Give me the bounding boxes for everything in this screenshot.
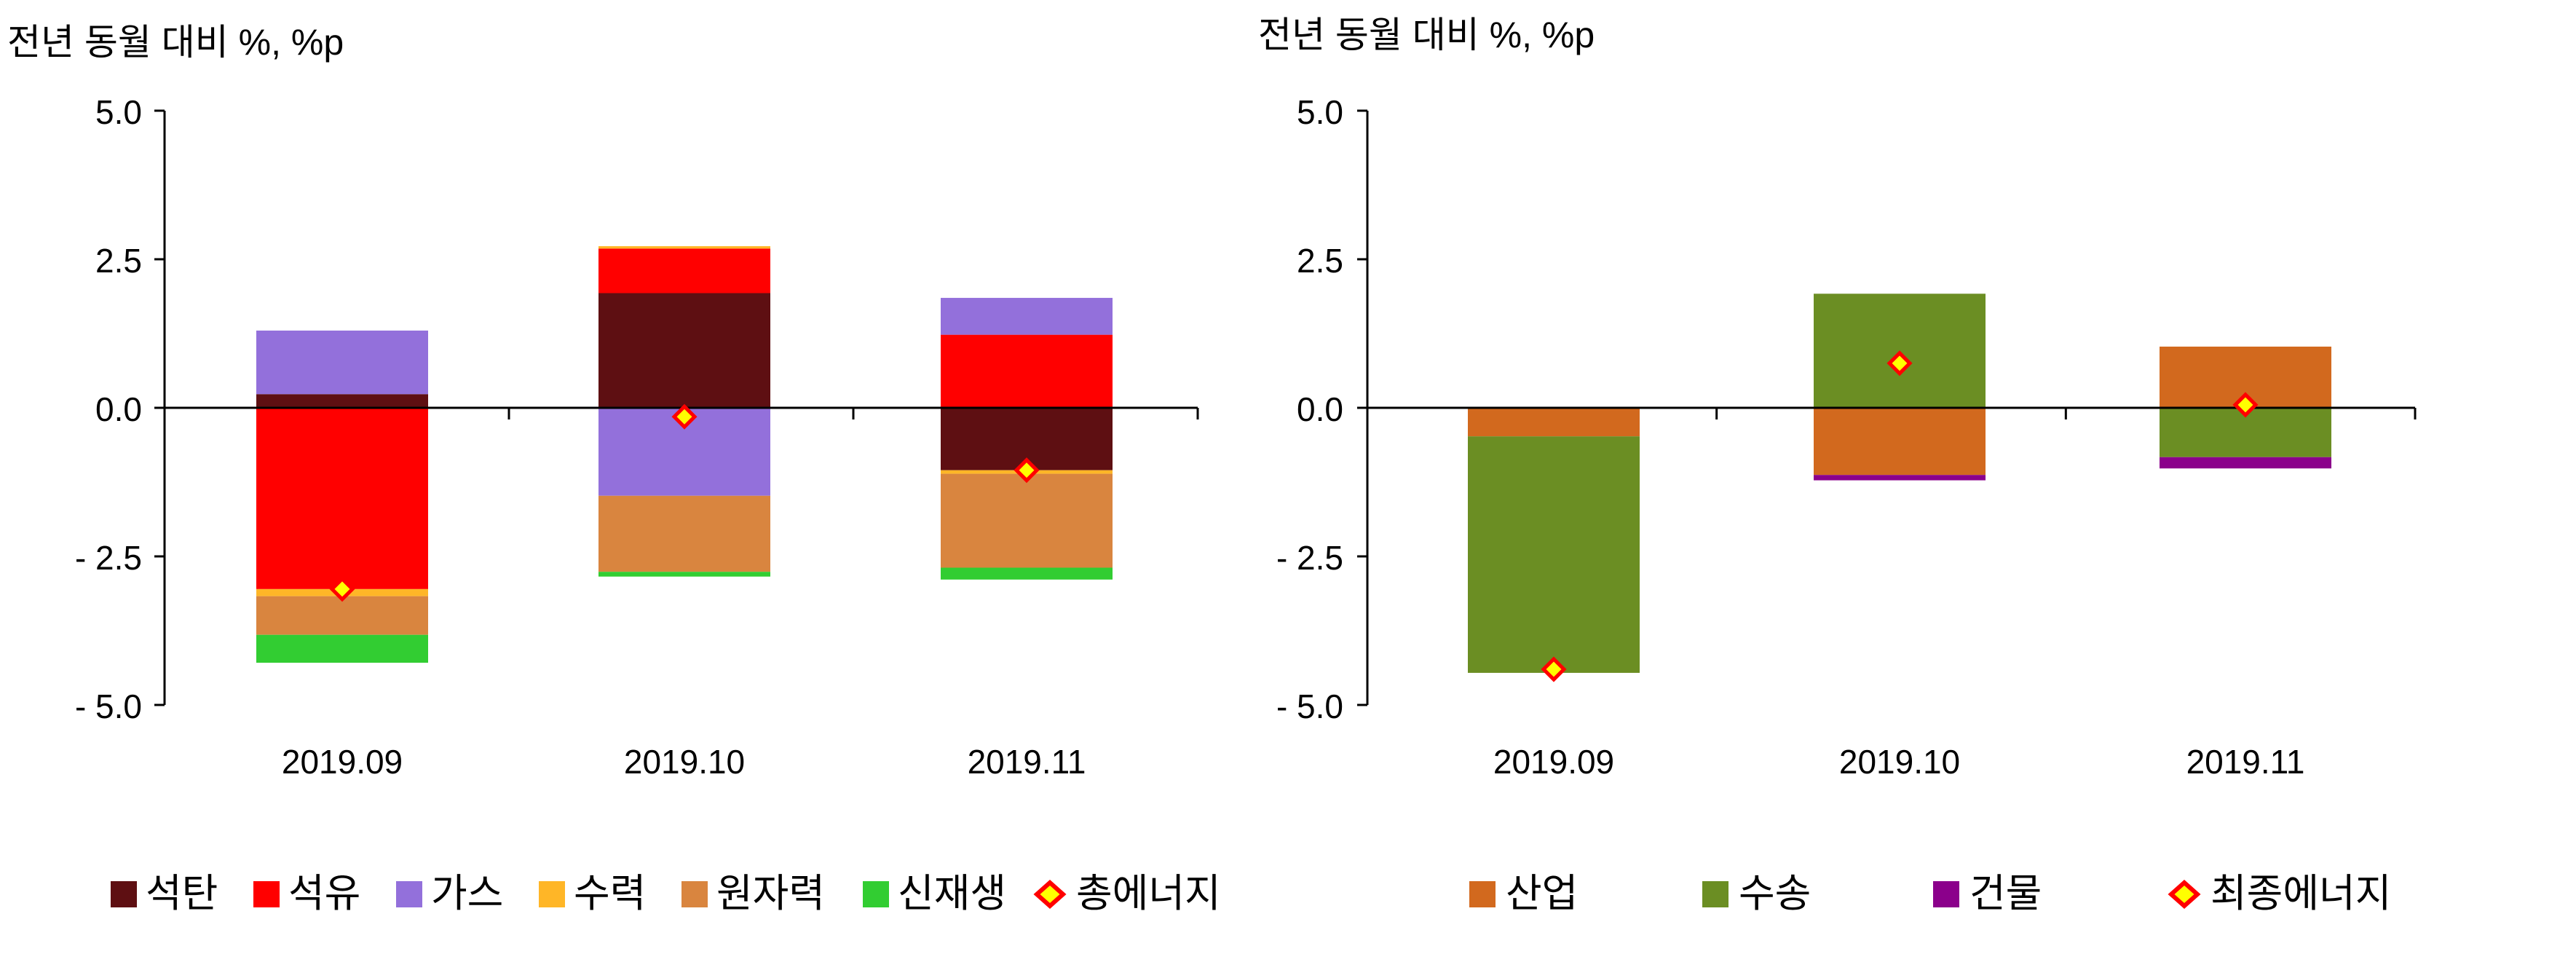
bar-segment bbox=[256, 408, 428, 589]
legend-swatch-gas bbox=[396, 881, 422, 907]
primary-energy-chart: 전년 동월 대비 %, %p 5.0 2.5 0.0 - 2.5 - 5.0 2… bbox=[7, 22, 1221, 915]
y-tick-label: 2.5 bbox=[95, 242, 142, 280]
category-label: 2019.09 bbox=[282, 743, 403, 781]
category-label: 2019.10 bbox=[624, 743, 745, 781]
category-label: 2019.10 bbox=[1839, 743, 1960, 781]
total-point bbox=[1886, 350, 1913, 377]
legend-swatch-nuclear bbox=[681, 881, 708, 907]
bar-segment bbox=[941, 567, 1113, 580]
bar-group bbox=[256, 246, 1113, 663]
y-tick-label: - 5.0 bbox=[75, 687, 142, 725]
bar-segment bbox=[1814, 408, 1986, 476]
bar-segment bbox=[256, 330, 428, 395]
bar-group bbox=[1468, 293, 2331, 673]
total-point bbox=[1541, 656, 1567, 682]
final-energy-chart: 전년 동월 대비 %, %p 5.0 2.5 0.0 - 2.5 - 5.0 2… bbox=[1258, 15, 2417, 915]
legend: 석탄 석유 가스 수력 원자력 신재생 총에너지 bbox=[111, 872, 1221, 915]
bar-segment bbox=[941, 334, 1113, 408]
total-markers bbox=[329, 403, 1040, 602]
unit-label: 전년 동월 대비 %, %p bbox=[7, 22, 344, 63]
legend-label: 수송 bbox=[1739, 872, 1811, 915]
legend-label: 수력 bbox=[574, 872, 646, 915]
y-tick-label: 2.5 bbox=[1297, 242, 1343, 280]
y-tick-label: 0.0 bbox=[1297, 390, 1343, 428]
bar-segment bbox=[941, 298, 1113, 335]
bar-segment bbox=[1468, 408, 1640, 437]
category-label: 2019.11 bbox=[2186, 743, 2305, 781]
legend-swatch-industry bbox=[1469, 881, 1496, 907]
legend-label: 최종에너지 bbox=[2210, 872, 2391, 915]
bar-segment bbox=[256, 394, 428, 408]
unit-label: 전년 동월 대비 %, %p bbox=[1258, 15, 1595, 55]
legend-label: 원자력 bbox=[716, 872, 825, 915]
total-point bbox=[1014, 457, 1040, 484]
legend-swatch-hydro bbox=[539, 881, 565, 907]
legend-label: 총에너지 bbox=[1076, 872, 1221, 915]
total-markers bbox=[1541, 350, 2259, 682]
total-point bbox=[2232, 392, 2259, 418]
y-tick-label: 0.0 bbox=[95, 390, 142, 428]
y-tick-label: - 2.5 bbox=[1276, 539, 1343, 577]
bar-segment bbox=[598, 248, 770, 293]
y-tick-label: 5.0 bbox=[95, 93, 142, 131]
legend-swatch-building bbox=[1933, 881, 1959, 907]
legend-swatch-oil bbox=[253, 881, 280, 907]
bar-segment bbox=[2160, 457, 2331, 469]
total-point bbox=[671, 403, 698, 430]
legend-diamond-icon bbox=[2168, 879, 2201, 910]
legend-label: 산업 bbox=[1506, 872, 1578, 915]
bar-segment bbox=[598, 495, 770, 572]
y-tick-label: - 5.0 bbox=[1276, 687, 1343, 725]
legend-label: 가스 bbox=[431, 872, 503, 915]
y-tick-label: 5.0 bbox=[1297, 93, 1343, 131]
legend-swatch-coal bbox=[111, 881, 137, 907]
bar-segment bbox=[598, 293, 770, 408]
bar-segment bbox=[1814, 475, 1986, 481]
legend-label: 신재생 bbox=[898, 872, 1006, 915]
bar-segment bbox=[256, 596, 428, 635]
bar-segment bbox=[256, 634, 428, 663]
y-tick-label: - 2.5 bbox=[75, 539, 142, 577]
total-point bbox=[329, 576, 355, 602]
legend-swatch-renewable bbox=[863, 881, 889, 907]
bar-segment bbox=[598, 246, 770, 249]
category-label: 2019.11 bbox=[968, 743, 1086, 781]
legend: 산업 수송 건물 최종에너지 bbox=[1469, 872, 2391, 915]
legend-label: 건물 bbox=[1969, 872, 2042, 915]
category-label: 2019.09 bbox=[1493, 743, 1614, 781]
legend-swatch-transport bbox=[1702, 881, 1728, 907]
legend-label: 석탄 bbox=[146, 872, 218, 915]
bar-segment bbox=[941, 473, 1113, 568]
bar-segment bbox=[1468, 436, 1640, 673]
bar-segment bbox=[598, 572, 770, 577]
legend-diamond-icon bbox=[1033, 879, 1067, 910]
legend-label: 석유 bbox=[288, 872, 360, 915]
